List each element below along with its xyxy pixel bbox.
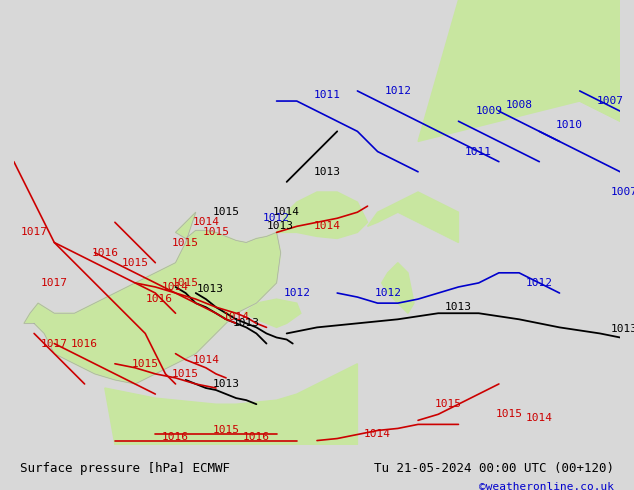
Text: 1015: 1015 [172,238,199,247]
Text: 1009: 1009 [476,106,502,116]
Text: 1010: 1010 [556,121,583,130]
Text: 1017: 1017 [41,278,68,288]
Text: 1015: 1015 [172,369,199,379]
Text: 1012: 1012 [263,213,290,223]
Text: 1014: 1014 [192,217,219,227]
Polygon shape [418,0,620,142]
Text: 1013: 1013 [267,221,294,231]
Text: 1013: 1013 [212,379,240,389]
Text: Surface pressure [hPa] ECMWF: Surface pressure [hPa] ECMWF [20,463,230,475]
Text: 1015: 1015 [122,258,148,268]
Text: 1014: 1014 [162,282,189,292]
Text: 1014: 1014 [273,207,300,217]
Text: 1014: 1014 [364,430,391,440]
Text: 1016: 1016 [91,247,119,258]
Polygon shape [24,212,281,384]
Text: 1014: 1014 [314,221,340,231]
Text: 1008: 1008 [505,100,533,110]
Polygon shape [499,0,620,121]
Text: 1012: 1012 [283,288,310,298]
Text: 1017: 1017 [20,227,48,237]
Text: 1012: 1012 [384,86,411,96]
Text: 1007: 1007 [611,187,634,197]
Text: 1011: 1011 [465,147,492,157]
Text: 1017: 1017 [41,339,68,348]
Text: 1015: 1015 [435,399,462,409]
Text: 1016: 1016 [71,339,98,348]
Text: 1016: 1016 [146,294,173,304]
Text: 1011: 1011 [314,90,340,100]
Text: 1013: 1013 [445,302,472,312]
Text: 1013: 1013 [314,167,340,177]
Text: 1014: 1014 [192,355,219,365]
Text: 1013: 1013 [233,318,260,328]
Polygon shape [276,192,368,239]
Text: ©weatheronline.co.uk: ©weatheronline.co.uk [479,482,614,490]
Text: 1016: 1016 [162,432,189,441]
Text: 1015: 1015 [172,278,199,288]
Text: 1012: 1012 [374,288,401,298]
Text: 1014: 1014 [526,414,553,423]
Polygon shape [105,364,358,444]
Text: 1015: 1015 [212,207,240,217]
Text: 1014: 1014 [223,312,250,322]
Text: Tu 21-05-2024 00:00 UTC (00+120): Tu 21-05-2024 00:00 UTC (00+120) [374,463,614,475]
Text: 1015: 1015 [132,359,158,369]
Text: 1013: 1013 [611,324,634,334]
Text: 1016: 1016 [243,432,270,441]
Text: 1012: 1012 [526,278,553,288]
Polygon shape [244,299,301,327]
Text: 1015: 1015 [212,425,240,436]
Text: 1013: 1013 [197,284,223,294]
Text: 1007: 1007 [597,96,623,106]
Polygon shape [382,263,414,313]
Polygon shape [368,192,458,243]
Text: 1015: 1015 [202,227,230,237]
Text: 1015: 1015 [496,409,522,419]
